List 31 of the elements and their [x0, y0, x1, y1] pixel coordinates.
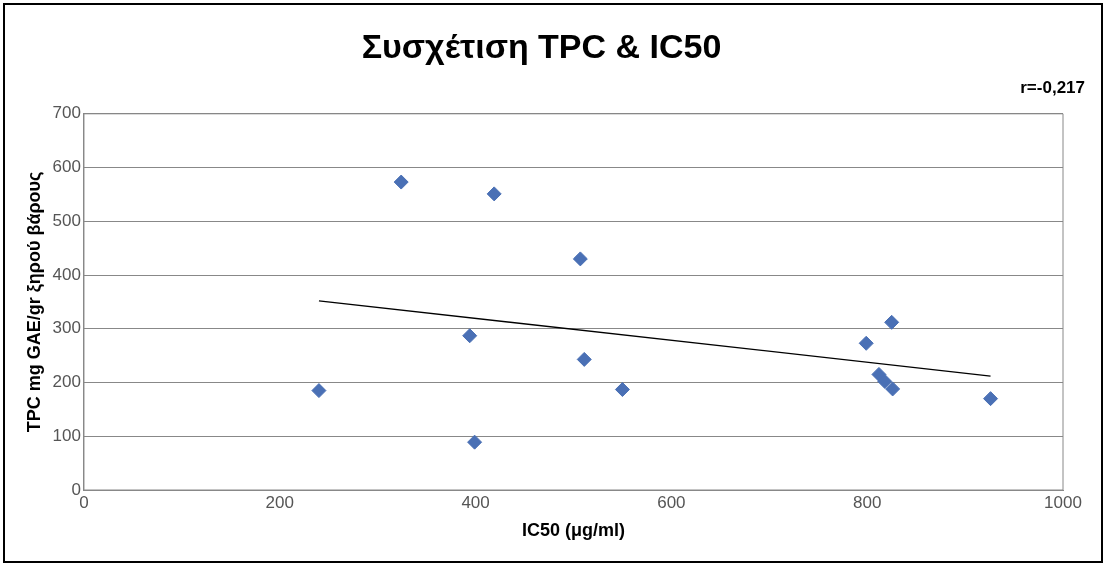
point	[393, 174, 409, 190]
y-tick-label: 500	[52, 210, 81, 230]
point	[572, 251, 588, 267]
point	[576, 351, 592, 367]
point	[858, 335, 874, 351]
y-tick-label: 400	[52, 264, 81, 284]
point	[614, 382, 630, 397]
x-tick-label: 600	[657, 492, 686, 512]
point	[486, 186, 502, 202]
x-tick-label: 200	[265, 492, 294, 512]
x-tick-label: 800	[853, 492, 882, 512]
text: r=-0,217	[1020, 77, 1085, 97]
y-tick-label: 300	[52, 318, 81, 338]
y-axis-title: TPC mg GAE/gr ξηρού βάρους	[23, 171, 45, 433]
x-tick-label: 400	[461, 492, 490, 512]
point	[467, 434, 483, 450]
y-tick-label: 600	[52, 157, 81, 177]
point	[871, 366, 887, 382]
point	[877, 373, 893, 389]
chart-title: Συσχέτιση TPC & IC50	[361, 26, 722, 65]
point	[885, 381, 901, 397]
point	[462, 328, 478, 344]
x-axis-title: IC50 (μg/ml)	[521, 520, 625, 541]
x-tick-label: 1000	[1044, 492, 1082, 512]
y-tick-label: 700	[52, 103, 81, 123]
y-tick-label: 100	[52, 425, 81, 445]
point	[884, 314, 900, 330]
point	[983, 391, 999, 407]
point	[311, 383, 327, 399]
y-tick-label: 0	[71, 479, 81, 499]
y-tick-label: 200	[52, 372, 81, 392]
